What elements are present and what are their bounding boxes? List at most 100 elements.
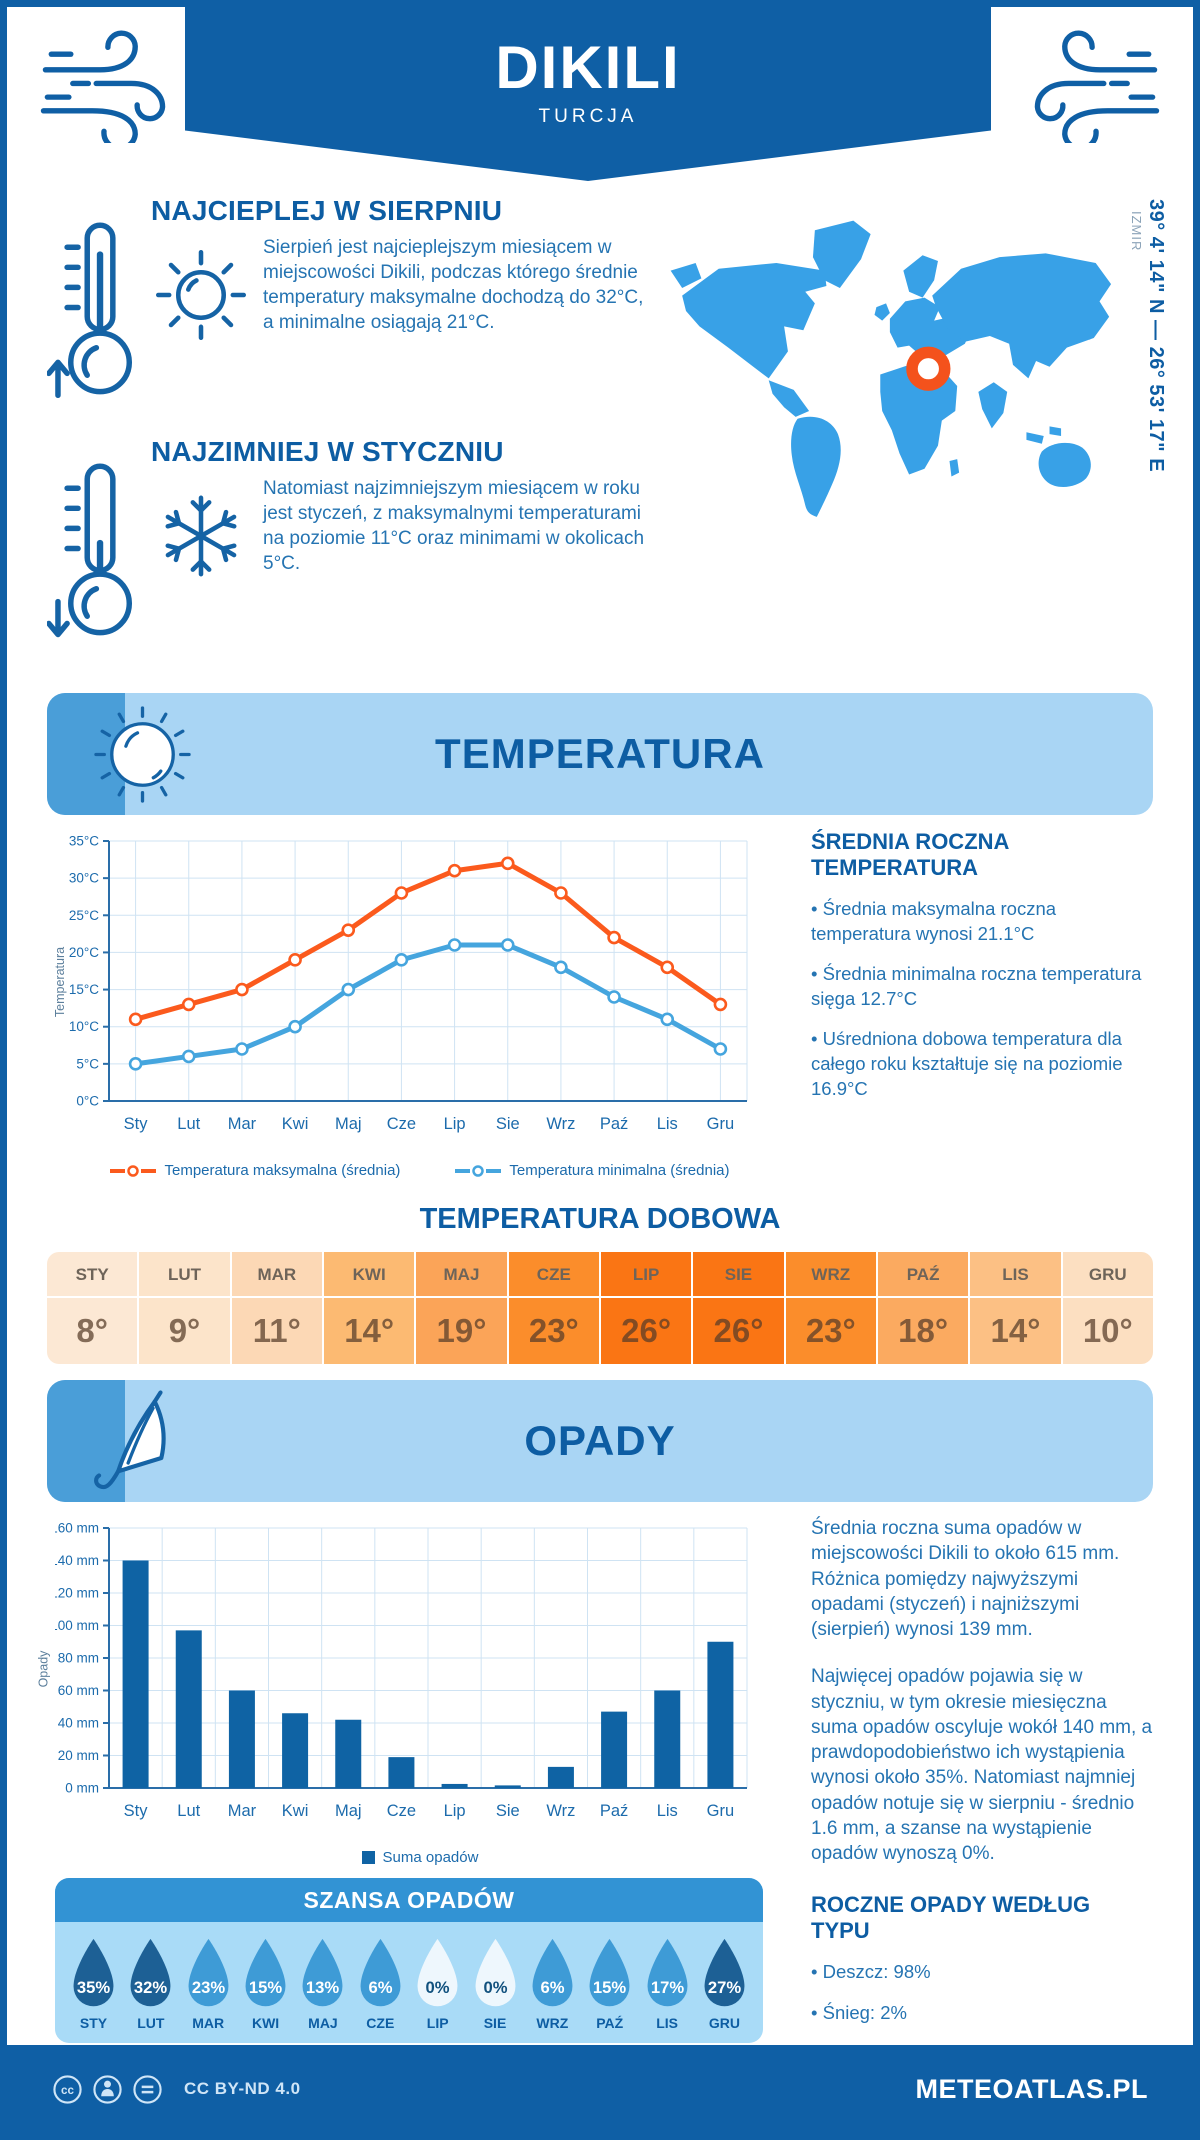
data-point xyxy=(181,1049,196,1064)
daily-temperature-table: STY 8° LUT 9° MAR 11° KWI 14° MAJ 19° CZ… xyxy=(47,1252,1153,1364)
precipitation-banner: OPADY xyxy=(47,1380,1153,1502)
svg-text:23%: 23% xyxy=(192,1978,225,1997)
daily-temp-value: 14° xyxy=(323,1296,415,1364)
daily-temp-column: CZE 23° xyxy=(508,1252,599,1364)
page-subtitle: TURCJA xyxy=(538,106,638,127)
temperature-banner: TEMPERATURA xyxy=(47,693,1153,815)
data-point xyxy=(288,953,302,967)
daily-temp-month: GRU xyxy=(1088,1265,1127,1284)
svg-text:Maj: Maj xyxy=(335,1115,362,1133)
precipitation-y-axis-label: Opady xyxy=(36,1650,51,1688)
droplet-month-label: STY xyxy=(79,2015,108,2031)
map-block: IZMIR 39° 4' 14" N — 26° 53' 17" E xyxy=(647,195,1167,677)
droplet-icon: 13% xyxy=(302,1938,343,2007)
droplet-month-label: WRZ xyxy=(536,2015,569,2031)
precip-chance-item: 23% MAR xyxy=(182,1936,235,2031)
droplet-month-label: MAR xyxy=(192,2015,225,2031)
precip-type-title: ROCZNE OPADY WEDŁUG TYPU xyxy=(811,1892,1091,1944)
daily-temp-column: LIP 26° xyxy=(600,1252,692,1364)
svg-text:120 mm: 120 mm xyxy=(55,1586,99,1601)
legend-item: Temperatura minimalna (średnia) xyxy=(455,1162,730,1179)
droplet-icon: 6% xyxy=(532,1938,573,2007)
svg-text:Lut: Lut xyxy=(177,1802,200,1820)
page-title: DIKILI xyxy=(495,34,681,101)
precip-chance-item: 15% PAŹ xyxy=(583,1936,636,2031)
droplet-month-label: CZE xyxy=(366,2015,395,2031)
umbrella-banner-icon xyxy=(94,1390,166,1490)
bar xyxy=(122,1560,149,1788)
precip-chance-item: 6% CZE xyxy=(354,1936,407,2031)
temperature-bullet: • Średnia minimalna roczna temperatura s… xyxy=(811,963,1142,1009)
data-point xyxy=(235,1042,249,1056)
daily-temp-month: LIP xyxy=(632,1265,660,1284)
precip-chance-item: 32% LUT xyxy=(124,1936,177,2031)
svg-text:140 mm: 140 mm xyxy=(55,1553,99,1568)
svg-text:15°C: 15°C xyxy=(69,982,99,997)
legend-marker-icon xyxy=(110,1164,157,1177)
data-point xyxy=(607,930,621,945)
svg-text:Lis: Lis xyxy=(657,1115,678,1133)
svg-text:Gru: Gru xyxy=(707,1802,735,1820)
svg-text:30°C: 30°C xyxy=(69,871,99,886)
precip-chance-item: 0% LIP xyxy=(411,1936,464,2031)
bar xyxy=(388,1757,415,1788)
svg-text:13%: 13% xyxy=(306,1978,339,1997)
data-point xyxy=(181,997,196,1012)
svg-text:Lis: Lis xyxy=(657,1802,678,1820)
data-point xyxy=(447,938,462,952)
daily-temp-column: STY 8° xyxy=(47,1252,138,1364)
droplet-month-label: LIS xyxy=(656,2015,678,2031)
svg-text:Cze: Cze xyxy=(387,1115,416,1133)
daily-temp-value: 26° xyxy=(600,1296,692,1364)
daily-temp-value: 26° xyxy=(693,1296,784,1364)
bar xyxy=(228,1690,255,1788)
svg-text:20 mm: 20 mm xyxy=(58,1748,99,1763)
svg-text:0°C: 0°C xyxy=(76,1094,99,1109)
daily-temp-value: 23° xyxy=(508,1296,599,1364)
coordinates-block: IZMIR 39° 4' 14" N — 26° 53' 17" E xyxy=(1129,199,1167,472)
daily-temp-value: 9° xyxy=(139,1296,230,1364)
svg-text:5°C: 5°C xyxy=(76,1056,99,1071)
temperature-bullet: • Średnia maksymalna roczna temperatura … xyxy=(811,898,1057,944)
bar xyxy=(654,1690,681,1788)
svg-text:Wrz: Wrz xyxy=(546,1802,575,1820)
droplet-month-label: GRU xyxy=(708,2015,741,2031)
svg-text:25°C: 25°C xyxy=(69,908,99,923)
droplet-month-label: MAJ xyxy=(308,2015,338,2031)
droplet-icon: 17% xyxy=(647,1938,688,2007)
legend-item: Temperatura maksymalna (średnia) xyxy=(110,1162,400,1179)
svg-text:Maj: Maj xyxy=(335,1802,362,1820)
precipitation-chart-legend: Suma opadów xyxy=(55,1849,785,1866)
svg-text:15%: 15% xyxy=(249,1978,282,1997)
temperature-summary: ŚREDNIA ROCZNA TEMPERATURA • Średnia mak… xyxy=(785,825,1153,1179)
series-line xyxy=(133,860,723,1022)
data-point xyxy=(341,923,356,937)
location-marker-ring xyxy=(906,346,951,391)
data-point xyxy=(713,1042,728,1056)
precipitation-section-title: OPADY xyxy=(524,1417,676,1464)
series-line xyxy=(133,942,723,1067)
daily-temp-month: LIS xyxy=(1002,1265,1029,1284)
svg-text:35°C: 35°C xyxy=(69,834,99,849)
daily-temp-month: WRZ xyxy=(811,1265,851,1284)
droplet-icon: 6% xyxy=(360,1938,401,2007)
svg-text:20°C: 20°C xyxy=(69,945,99,960)
daily-temp-month: PAŹ xyxy=(906,1265,940,1284)
precipitation-chart-area: Opady 0 mm 20 mm 40 mm 60 mm 80 mm 100 mm 120 … xyxy=(36,1512,785,2043)
data-point xyxy=(288,1019,302,1034)
cc-icon: cc xyxy=(53,2074,82,2104)
droplet-month-label: SIE xyxy=(483,2015,507,2031)
data-point xyxy=(235,982,249,997)
world-map xyxy=(670,220,1112,517)
svg-text:80 mm: 80 mm xyxy=(58,1651,99,1666)
temperature-y-axis-label: Temperatura xyxy=(53,946,68,1018)
temperature-chart: 0°C 5°C 10°C 15°C 20°C 25°C 30°C 35°C Sty Lut Mar K… xyxy=(69,834,748,1133)
svg-text:32%: 32% xyxy=(134,1978,167,1997)
daily-temp-column: GRU 10° xyxy=(1062,1252,1153,1364)
svg-text:0%: 0% xyxy=(483,1978,507,1997)
droplet-icon: 0% xyxy=(475,1938,515,2007)
svg-text:0 mm: 0 mm xyxy=(65,1781,99,1796)
droplet-month-label: LUT xyxy=(137,2015,165,2031)
daily-temp-column: MAJ 19° xyxy=(416,1252,507,1364)
